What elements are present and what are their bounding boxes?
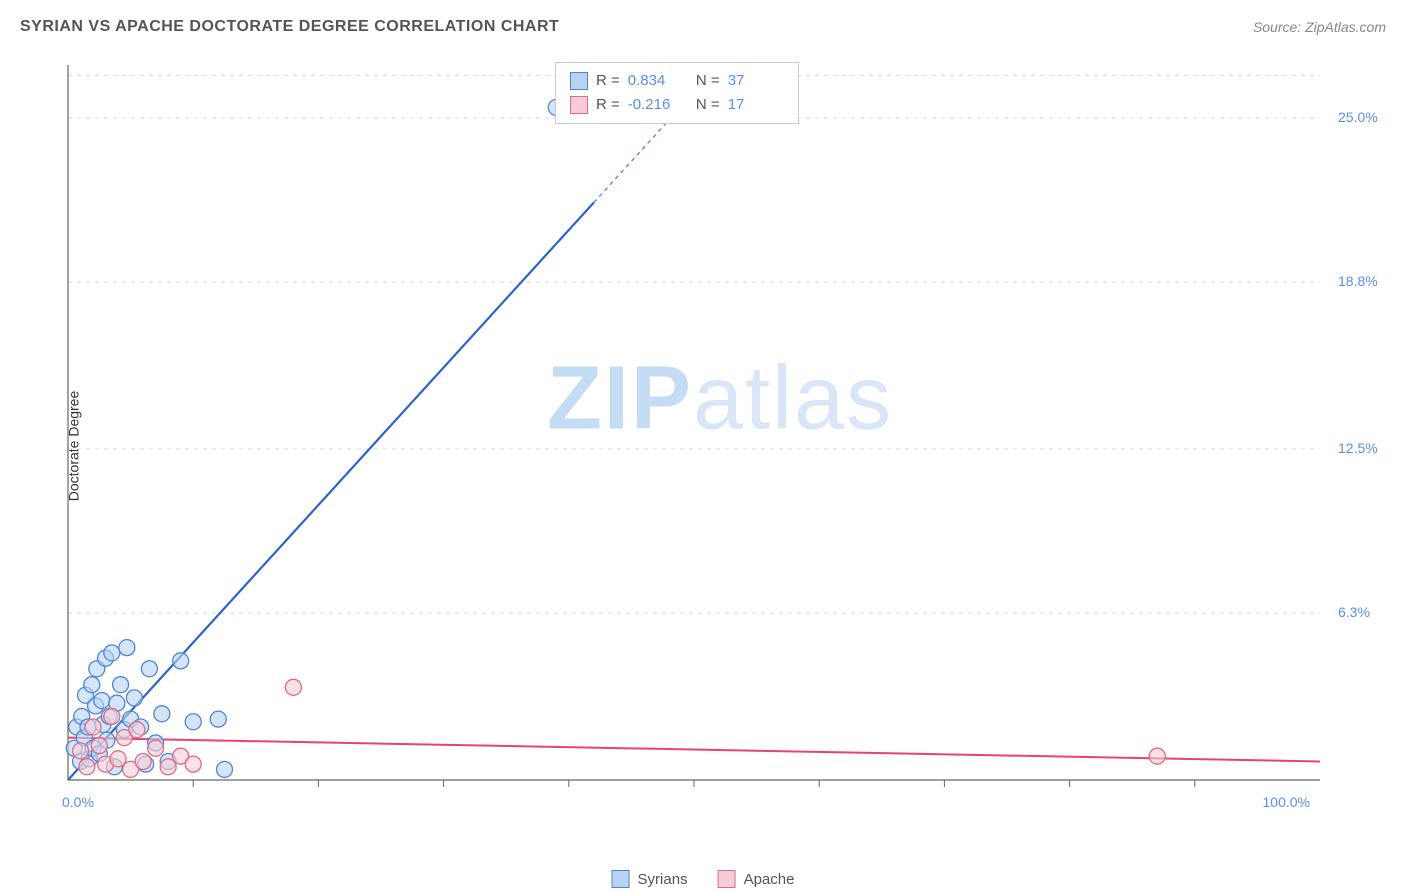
tick-label: 18.8% — [1338, 273, 1378, 289]
chart-svg — [60, 55, 1380, 820]
legend-label: Apache — [744, 871, 795, 888]
series-swatch — [570, 96, 588, 114]
stat-n-value: 37 — [728, 69, 784, 93]
chart-title: SYRIAN VS APACHE DOCTORATE DEGREE CORREL… — [20, 18, 559, 36]
stats-row: R = 0.834 N = 37 — [570, 69, 784, 93]
legend-label: Syrians — [638, 871, 688, 888]
stat-r-value: -0.216 — [628, 93, 684, 117]
tick-label: 6.3% — [1338, 604, 1370, 620]
stat-n-value: 17 — [728, 93, 784, 117]
stat-n-label: N = — [692, 93, 720, 117]
stat-n-label: N = — [692, 69, 720, 93]
tick-label: 100.0% — [1263, 794, 1310, 810]
stat-r-value: 0.834 — [628, 69, 684, 93]
legend: Syrians Apache — [612, 870, 795, 888]
tick-label: 0.0% — [62, 794, 94, 810]
tick-label: 12.5% — [1338, 440, 1378, 456]
legend-swatch — [612, 870, 630, 888]
stat-r-label: R = — [596, 93, 620, 117]
source-label: Source: ZipAtlas.com — [1253, 19, 1386, 35]
plot-area: ZIPatlas — [60, 55, 1380, 820]
tick-label: 25.0% — [1338, 109, 1378, 125]
stats-row: R = -0.216 N = 17 — [570, 93, 784, 117]
legend-item: Apache — [718, 870, 795, 888]
legend-item: Syrians — [612, 870, 688, 888]
stats-box: R = 0.834 N = 37 R = -0.216 N = 17 — [555, 62, 799, 124]
series-swatch — [570, 72, 588, 90]
stat-r-label: R = — [596, 69, 620, 93]
legend-swatch — [718, 870, 736, 888]
